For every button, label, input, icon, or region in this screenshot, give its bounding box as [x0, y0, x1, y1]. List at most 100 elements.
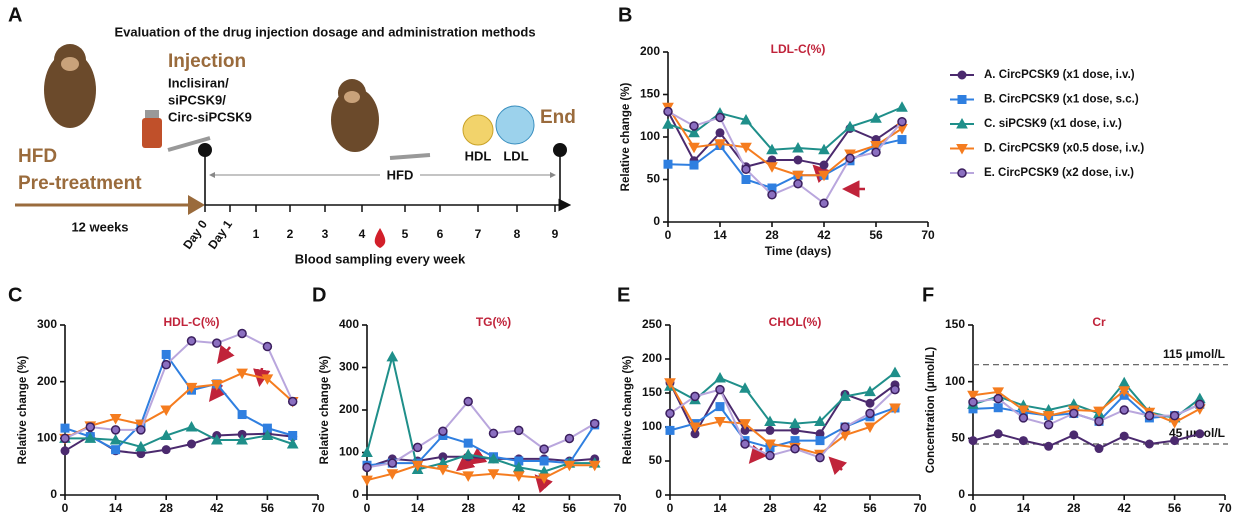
reference-label: 115 μmol/L: [1163, 347, 1225, 361]
series-line: [366, 356, 595, 473]
point: [764, 439, 776, 451]
point: [1119, 405, 1129, 415]
sampling-label: Blood sampling every week: [295, 251, 466, 266]
y-tick-label: 100: [945, 374, 965, 388]
point: [968, 397, 978, 407]
point: [1069, 430, 1079, 440]
chart-title: CHOL(%): [769, 315, 822, 329]
point: [968, 436, 978, 446]
point: [1018, 413, 1029, 423]
point: [740, 439, 750, 449]
x-tick-label: 28: [1067, 501, 1081, 515]
series-line: [667, 111, 903, 168]
point: [161, 349, 171, 359]
point: [665, 408, 675, 419]
legend-marker: [957, 168, 967, 178]
series-line: [972, 389, 1201, 424]
point: [766, 162, 778, 173]
x-tick-label: 28: [763, 501, 777, 515]
x-axis-label: Time (days): [765, 244, 831, 258]
point: [871, 147, 881, 158]
series-line: [667, 106, 903, 177]
point: [1170, 436, 1180, 446]
point: [689, 121, 699, 131]
point: [236, 368, 248, 380]
series-line: [64, 352, 293, 451]
point: [1144, 410, 1155, 421]
point: [715, 402, 725, 412]
point: [662, 118, 674, 129]
point: [487, 452, 500, 464]
point: [187, 439, 196, 449]
point: [844, 120, 856, 132]
point: [463, 438, 473, 448]
y-tick-label: 250: [642, 317, 662, 331]
chart: B LDL-C(%) 0 50 100 150 200 0 14 28 42 56 70 Time (da…: [618, 4, 1144, 258]
point: [993, 403, 1003, 413]
x-tick-label: 28: [160, 501, 174, 515]
series-line: [669, 382, 896, 436]
x-tick-label: 42: [512, 501, 526, 515]
point: [84, 432, 97, 443]
y-tick-label: 0: [50, 487, 57, 501]
day-label: 1: [253, 227, 260, 241]
point: [764, 415, 776, 427]
y-tick-label: 100: [640, 129, 660, 143]
x-tick-label: 14: [713, 501, 727, 515]
point: [1144, 439, 1154, 449]
point: [715, 112, 725, 123]
x-tick-label: 42: [1118, 501, 1132, 515]
x-tick-label: 56: [1168, 501, 1182, 515]
blood-drop: [374, 228, 386, 248]
day-label: 6: [437, 227, 444, 241]
y-tick-label: 300: [37, 317, 57, 331]
point: [185, 382, 198, 394]
series-line: [366, 424, 596, 467]
point: [765, 450, 775, 461]
point: [261, 374, 274, 385]
point: [690, 391, 700, 402]
x-tick-label: 56: [869, 228, 883, 242]
day-label: 5: [402, 227, 409, 241]
y-axis-label: Relative change (%): [319, 356, 331, 465]
series-line: [972, 432, 1201, 450]
point: [85, 422, 96, 432]
point: [792, 170, 804, 182]
y-axis-label: Relative change (%): [622, 356, 634, 465]
point: [889, 403, 901, 414]
point: [110, 425, 121, 435]
day-label: 2: [287, 227, 294, 241]
pretreatment-arrow: [188, 195, 205, 215]
point: [793, 155, 803, 165]
point: [819, 160, 829, 170]
chart-title: TG(%): [476, 315, 511, 329]
point: [538, 473, 550, 485]
chart-title: Cr: [1092, 315, 1106, 329]
y-tick-label: 0: [653, 214, 660, 228]
legend-marker: [957, 70, 967, 80]
y-tick-label: 150: [640, 87, 660, 101]
drug-label: siPCSK9/: [168, 92, 226, 107]
pretreatment-label: Pre-treatment: [18, 173, 142, 194]
legend-marker: [956, 117, 968, 129]
diet-label: HFD: [387, 167, 414, 182]
point: [664, 378, 676, 389]
series-line: [667, 110, 903, 205]
point: [210, 380, 223, 391]
y-tick-label: 50: [952, 431, 966, 445]
point: [765, 425, 775, 435]
point: [1093, 406, 1105, 418]
y-tick-label: 200: [640, 44, 660, 58]
ldl-particle: [495, 105, 535, 145]
point: [262, 341, 273, 352]
x-tick-label: 0: [667, 501, 674, 515]
x-tick-label: 0: [364, 501, 371, 515]
point: [161, 445, 171, 455]
point: [993, 393, 1003, 404]
point: [840, 422, 850, 432]
point: [864, 422, 876, 434]
point: [210, 434, 223, 445]
monkey-icon: [44, 44, 379, 152]
point: [688, 142, 700, 154]
